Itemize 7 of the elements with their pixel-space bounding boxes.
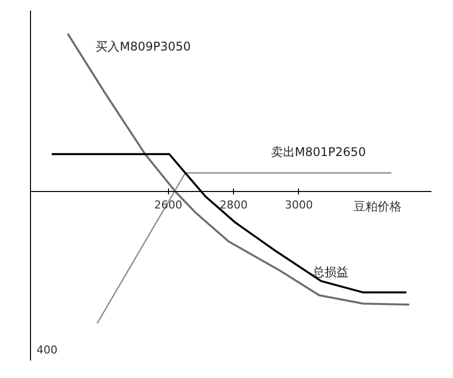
x-axis-title: 豆粕价格 xyxy=(354,200,402,214)
series-label: 买入M809P3050 xyxy=(96,40,191,54)
series-label: 总损益 xyxy=(312,265,349,280)
x-tick-label: 3000 xyxy=(284,198,313,212)
series-label: 卖出M801P2650 xyxy=(270,144,366,159)
x-tick-label: 2800 xyxy=(220,198,248,212)
text: 400 xyxy=(36,343,58,356)
